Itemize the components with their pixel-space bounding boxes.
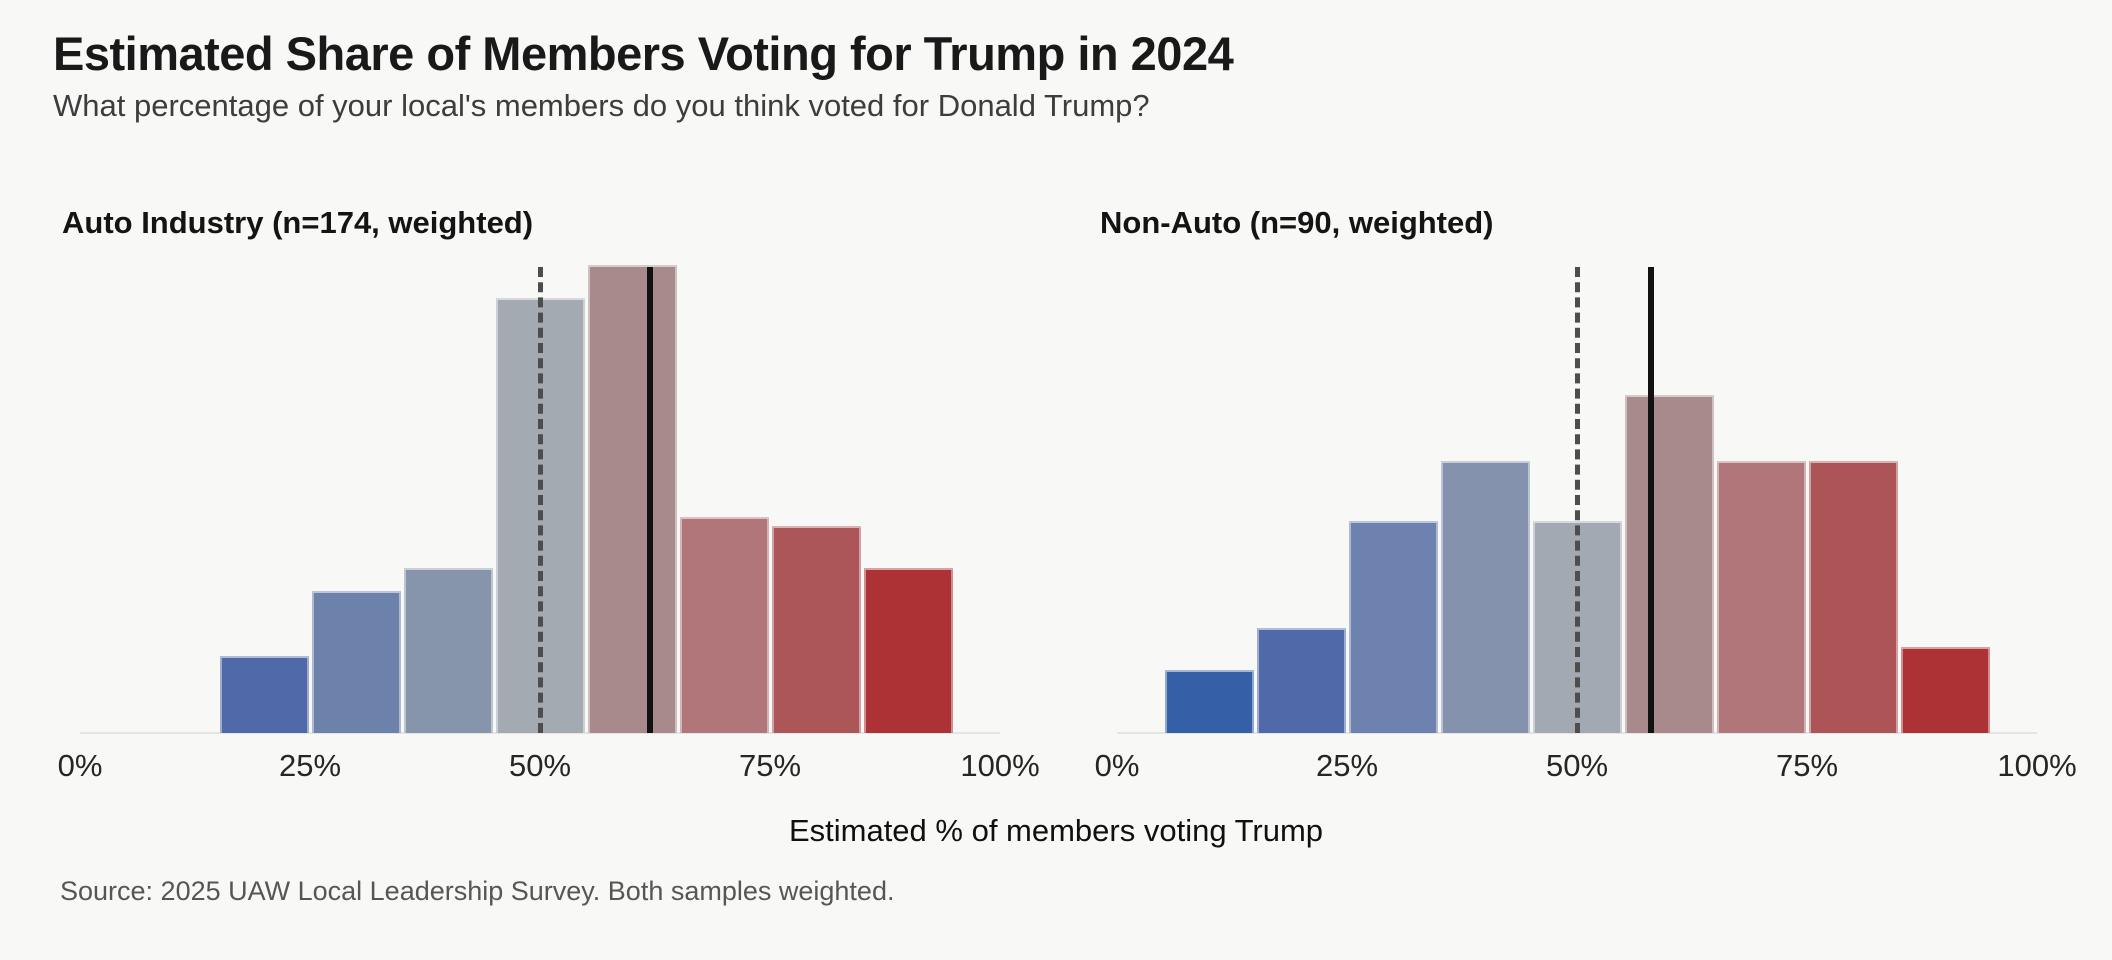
panel-title-non-auto: Non-Auto (n=90, weighted) [1100,205,1494,240]
panel-plot-non-auto [1117,267,2037,734]
histogram-bar [679,517,769,733]
histogram-bar [403,568,493,733]
histogram-bar [1900,647,1990,733]
page-title: Estimated Share of Members Voting for Tr… [53,27,1234,80]
histogram-bar [771,526,861,733]
x-tick-label: 100% [960,748,1040,783]
histogram-bar [219,656,309,733]
histogram-bar [863,568,953,733]
source-note: Source: 2025 UAW Local Leadership Survey… [60,876,895,906]
histogram-bar [1624,395,1714,733]
histogram-bar [1808,461,1898,733]
histogram-bar [311,591,401,733]
x-tick-label: 0% [57,748,103,783]
reference-line-50pct [1574,267,1580,733]
x-tick-label: 0% [1094,748,1140,783]
x-tick-label: 50% [1545,748,1609,783]
panel-title-auto: Auto Industry (n=174, weighted) [62,205,534,240]
histogram-bar [587,265,677,733]
x-axis-line [1117,732,2037,734]
x-axis-title: Estimated % of members voting Trump [788,813,1324,848]
panel-plot-auto [80,265,1000,734]
histogram-bar [1164,670,1254,733]
x-tick-label: 75% [1775,748,1839,783]
x-tick-label: 50% [508,748,572,783]
page-subtitle: What percentage of your local's members … [53,88,1150,123]
histogram-bar [1348,521,1438,733]
mean-line [1647,267,1654,733]
histogram-bar [1440,461,1530,733]
x-tick-label: 25% [278,748,342,783]
x-tick-label: 25% [1315,748,1379,783]
reference-line-50pct [537,267,543,733]
histogram-bar [1716,461,1806,733]
x-tick-label: 75% [738,748,802,783]
mean-line [647,267,654,733]
x-axis-line [80,732,1000,734]
x-tick-label: 100% [1997,748,2077,783]
histogram-bar [1256,628,1346,733]
